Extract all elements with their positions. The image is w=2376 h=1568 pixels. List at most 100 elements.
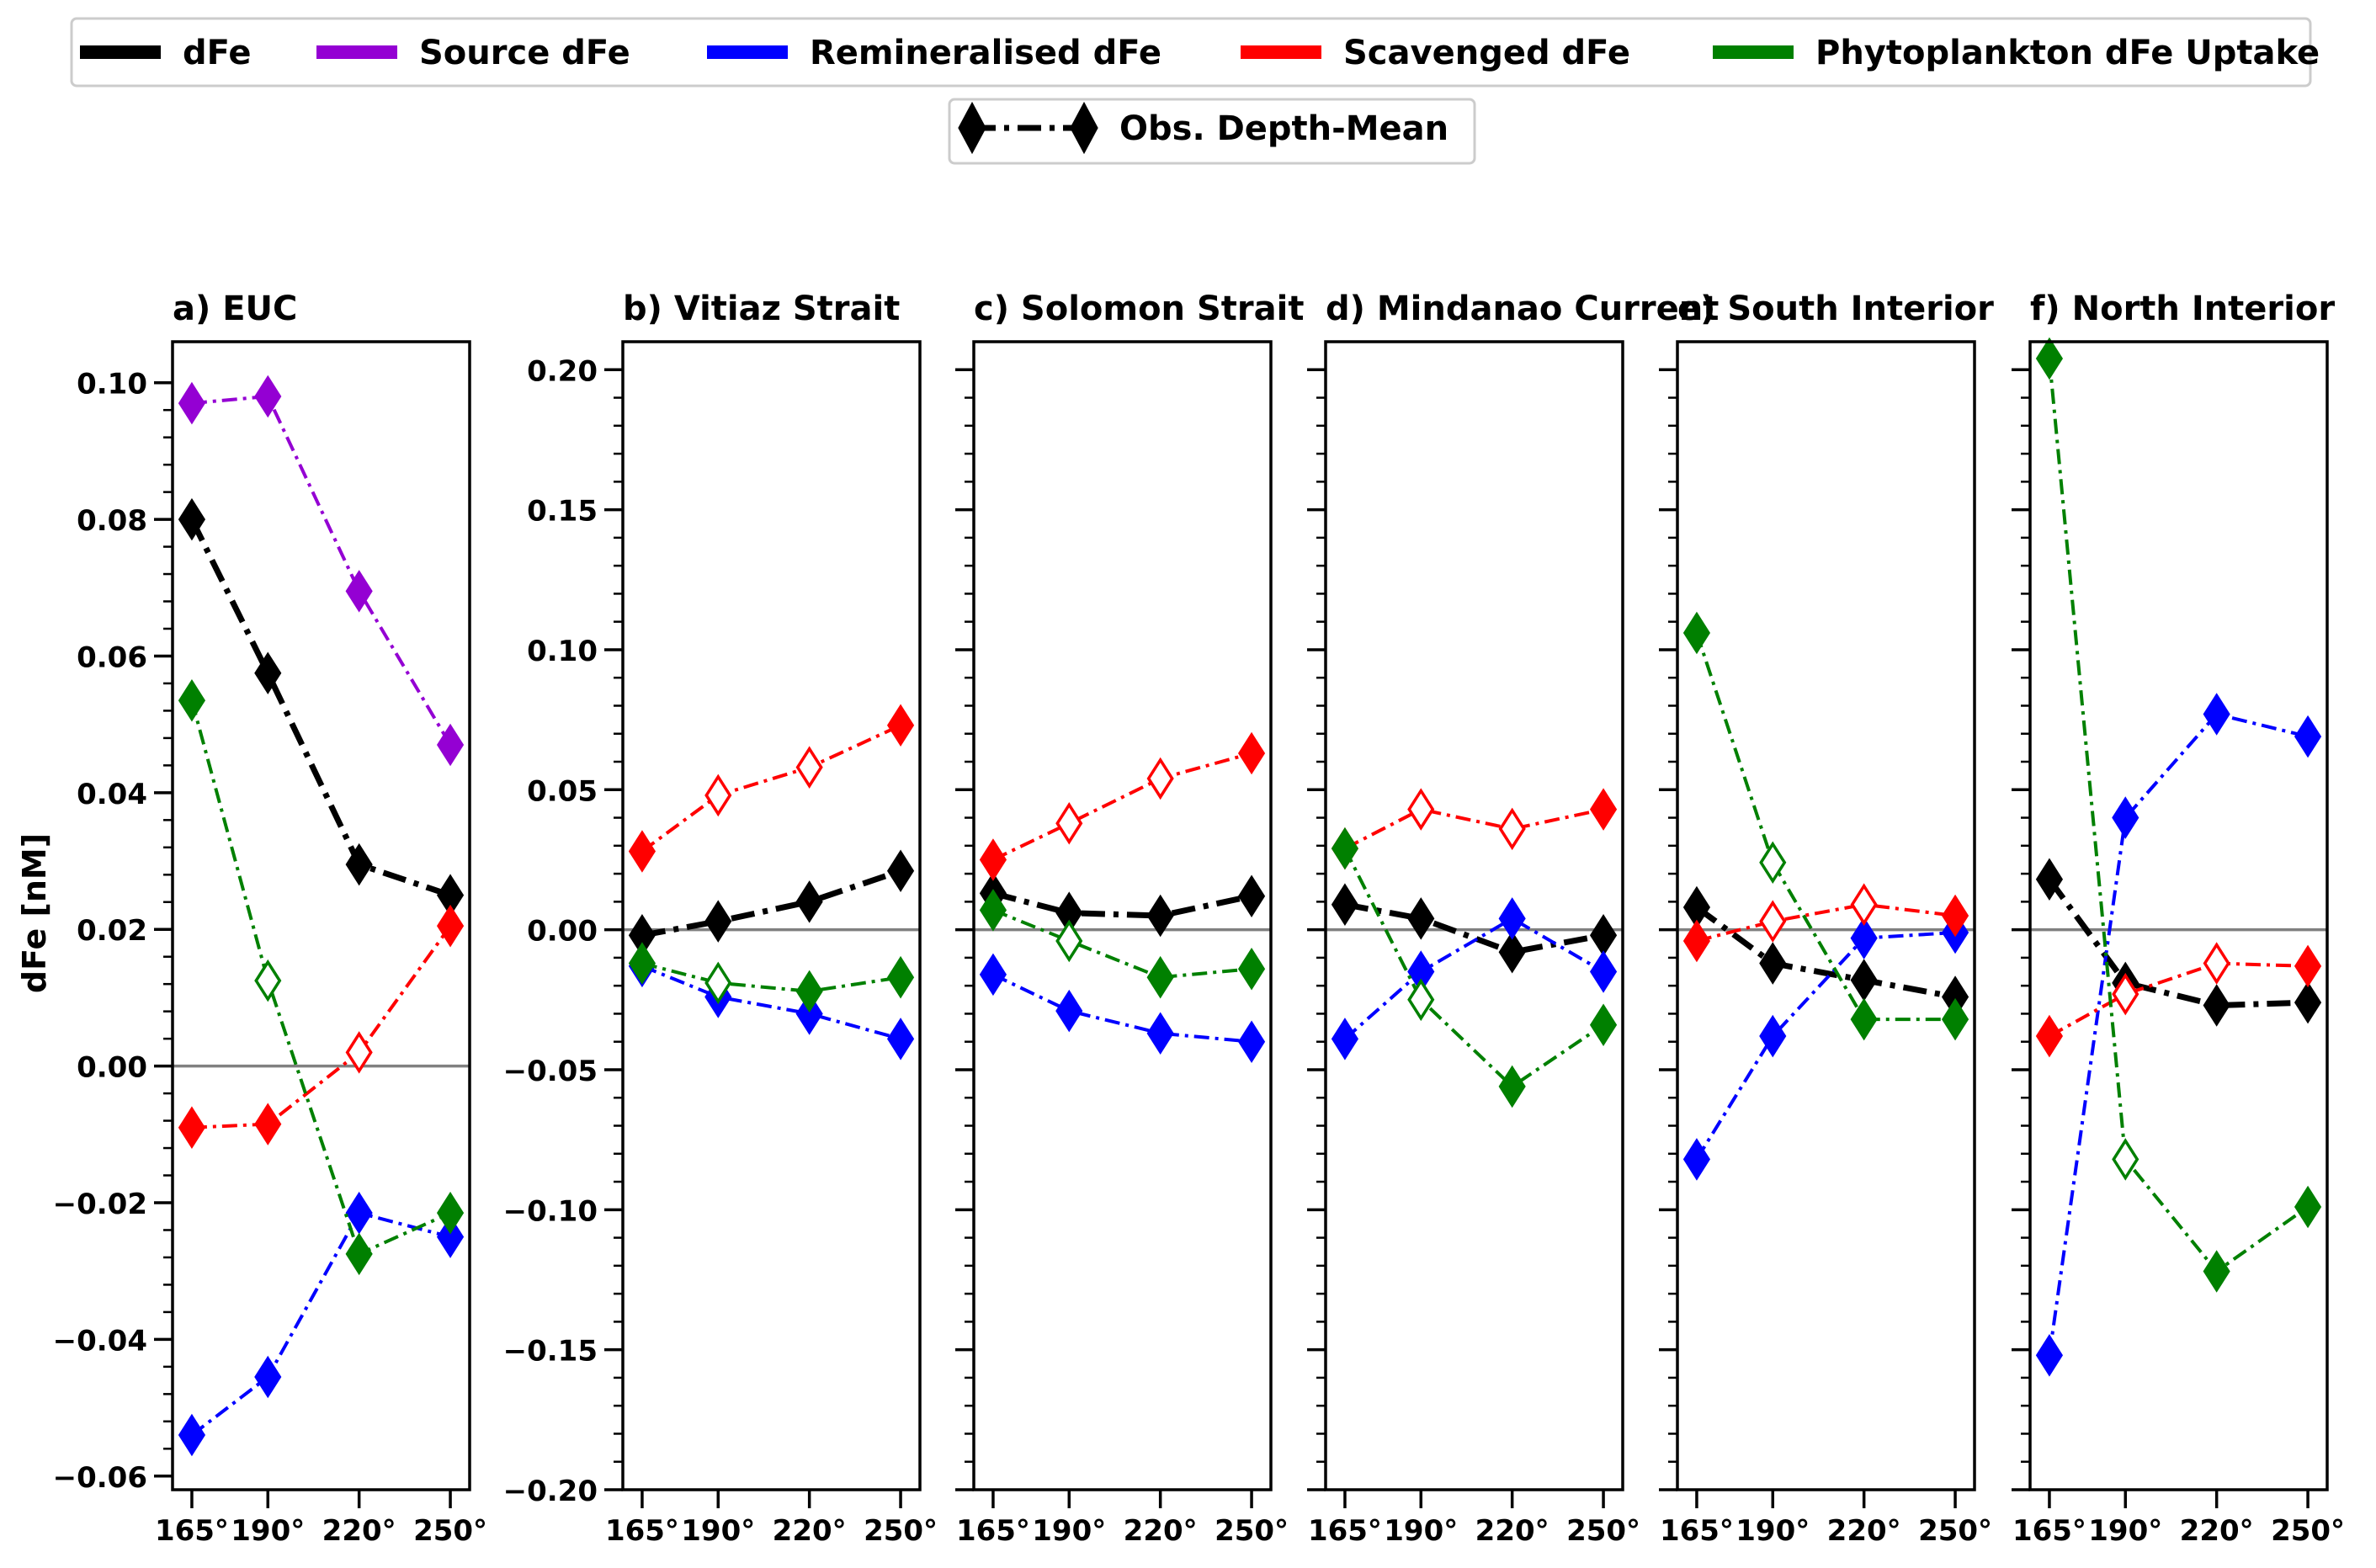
series-remin bbox=[2035, 693, 2322, 1377]
series-line-scav bbox=[1343, 807, 1604, 850]
data-point-scav-3 bbox=[2294, 944, 2322, 988]
y-tick-label: 0.05 bbox=[527, 774, 598, 808]
data-point-remin-1 bbox=[254, 1355, 282, 1399]
data-point-phyto-3 bbox=[2294, 1185, 2322, 1229]
data-point-scav-3 bbox=[1237, 731, 1266, 775]
data-point-scav-0 bbox=[1682, 919, 1711, 963]
legend-label-4: Phytoplankton dFe Uptake bbox=[1815, 34, 2320, 72]
legend-box-main bbox=[70, 17, 2312, 88]
data-point-scav-1 bbox=[1055, 801, 1083, 845]
legend-label-1: Source dFe bbox=[419, 34, 630, 72]
series-line-remin bbox=[992, 973, 1252, 1044]
series-dfe bbox=[1682, 885, 1969, 1018]
axes-frame bbox=[972, 340, 1273, 1491]
series-line-dfe bbox=[992, 890, 1252, 919]
y-tick-label: 0.10 bbox=[527, 635, 598, 668]
panels: −0.06 −0.04 −0.02 0.00 0.02 0.04 0.06 0.08 0.10 1… bbox=[53, 290, 2345, 1548]
data-point-scav-1 bbox=[1407, 788, 1435, 831]
panel-4: 165° 190° 220° 250° e) South Interior bbox=[1659, 290, 1994, 1548]
data-point-phyto-1 bbox=[254, 959, 282, 1002]
series-phyto bbox=[178, 678, 465, 1276]
data-point-scav-1 bbox=[2112, 972, 2139, 1016]
x-tick-label: 250° bbox=[1215, 1514, 1289, 1548]
axes-frame bbox=[1676, 340, 1976, 1491]
data-point-dfe-0 bbox=[178, 497, 206, 541]
series-line-phyto bbox=[189, 699, 451, 1257]
panel-title: b) Vitiaz Strait bbox=[623, 290, 900, 328]
axes-frame bbox=[621, 340, 922, 1491]
data-point-phyto-0 bbox=[1331, 827, 1359, 870]
series-line-dfe bbox=[189, 518, 452, 898]
data-point-phyto-2 bbox=[1498, 1065, 1526, 1108]
series-remin bbox=[628, 944, 915, 1060]
x-tick-label: 250° bbox=[1566, 1514, 1640, 1548]
legend-marker-diamond-1 bbox=[1070, 101, 1098, 155]
data-point-phyto-2 bbox=[1146, 955, 1174, 999]
series-line-phyto bbox=[1695, 632, 1956, 1022]
data-point-remin-1 bbox=[1055, 989, 1083, 1033]
data-point-phyto-0 bbox=[979, 889, 1007, 932]
data-point-scav-3 bbox=[1941, 894, 1969, 938]
series-line-scav bbox=[2048, 961, 2309, 1038]
legend-label-0: dFe bbox=[183, 34, 251, 72]
legend-label-3: Scavenged dFe bbox=[1343, 34, 1630, 72]
y-tick-label: −0.10 bbox=[503, 1194, 598, 1228]
data-point-dfe-3 bbox=[1589, 914, 1618, 957]
data-point-source-0 bbox=[178, 381, 206, 425]
data-point-phyto-2 bbox=[1850, 997, 1878, 1041]
data-point-remin-0 bbox=[1331, 1018, 1359, 1060]
axes-frame bbox=[171, 340, 471, 1491]
data-point-scav-3 bbox=[886, 704, 915, 747]
panel-title: a) EUC bbox=[173, 290, 297, 328]
x-tick-label: 190° bbox=[2088, 1514, 2162, 1548]
series-dfe bbox=[178, 497, 465, 917]
data-point-scav-2 bbox=[2203, 942, 2230, 985]
x-tick-label: 250° bbox=[413, 1514, 487, 1548]
data-point-remin-3 bbox=[1237, 1020, 1266, 1063]
axes-frame bbox=[1324, 340, 1624, 1491]
x-tick-label: 190° bbox=[1032, 1514, 1106, 1548]
data-point-dfe-2 bbox=[345, 842, 373, 886]
data-point-dfe-1 bbox=[254, 651, 282, 695]
data-point-dfe-0 bbox=[1331, 883, 1359, 926]
panel-3: 165° 190° 220° 250° d) Mindanao Current bbox=[1307, 290, 1719, 1548]
panel-title: d) Mindanao Current bbox=[1326, 290, 1719, 328]
y-tick-label: 0.20 bbox=[527, 354, 598, 388]
data-point-phyto-3 bbox=[436, 1191, 465, 1235]
series-remin bbox=[178, 1191, 465, 1457]
series-dfe bbox=[979, 872, 1266, 938]
series-line-scav bbox=[992, 752, 1252, 862]
series-line-phyto bbox=[641, 961, 901, 993]
data-point-remin-2 bbox=[2203, 693, 2230, 736]
panel-title: c) Solomon Strait bbox=[974, 290, 1304, 328]
series-line-remin bbox=[2047, 712, 2309, 1356]
data-point-phyto-1 bbox=[1055, 919, 1083, 963]
x-tick-label: 220° bbox=[1827, 1514, 1901, 1548]
series-line-dfe bbox=[2047, 877, 2309, 1009]
x-tick-label: 190° bbox=[681, 1514, 755, 1548]
legend-label-2: Remineralised dFe bbox=[810, 34, 1161, 72]
data-point-dfe-3 bbox=[1237, 874, 1266, 917]
series-phyto bbox=[979, 889, 1266, 999]
series-phyto bbox=[2035, 337, 2322, 1293]
y-axis-label-group: dFe [nM] bbox=[16, 833, 53, 993]
data-point-dfe-0 bbox=[2035, 858, 2064, 901]
data-point-dfe-2 bbox=[1850, 959, 1878, 1002]
y-tick-label: 0.10 bbox=[77, 368, 147, 401]
data-point-remin-2 bbox=[345, 1191, 373, 1235]
data-point-source-1 bbox=[254, 375, 282, 418]
data-point-remin-2 bbox=[1850, 917, 1878, 959]
data-point-scav-2 bbox=[1850, 883, 1878, 926]
data-point-remin-3 bbox=[886, 1018, 915, 1060]
data-point-dfe-3 bbox=[2294, 981, 2322, 1024]
y-tick-label: −0.05 bbox=[503, 1055, 598, 1088]
data-point-source-2 bbox=[345, 570, 373, 613]
series-scav bbox=[979, 731, 1266, 881]
data-point-dfe-1 bbox=[1407, 897, 1435, 940]
panel-2: 165° 190° 220° 250° c) Solomon Strait bbox=[955, 290, 1304, 1548]
x-tick-label: 250° bbox=[1918, 1514, 1992, 1548]
data-point-phyto-0 bbox=[178, 678, 206, 722]
data-point-scav-1 bbox=[1759, 900, 1787, 943]
data-point-dfe-1 bbox=[704, 900, 732, 943]
